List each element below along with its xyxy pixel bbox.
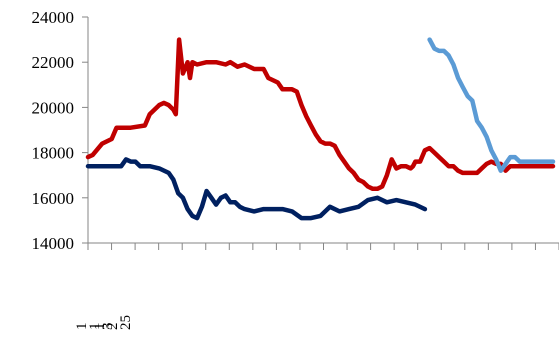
y-tick-label: 24000 <box>32 8 75 27</box>
series-lines <box>85 37 556 221</box>
series-line-1 <box>85 37 556 192</box>
x-category-label-line: 1 <box>92 323 108 331</box>
x-axis <box>87 242 559 250</box>
y-tick-label: 18000 <box>32 144 75 163</box>
x-category-label: 113 <box>74 323 116 331</box>
x-category-label-line: 1 <box>74 323 90 331</box>
x-category-label-line: 25 <box>118 315 134 330</box>
y-tick-label: 20000 <box>32 98 75 117</box>
y-tick-label: 22000 <box>32 53 75 72</box>
series-line-2 <box>85 157 428 221</box>
y-axis: 14000 16000 18000 20000 22000 24000 <box>32 8 89 253</box>
y-tick-label: 16000 <box>32 189 75 208</box>
y-tick-label: 14000 <box>32 234 75 253</box>
x-category-label-line: 1 <box>87 323 103 331</box>
series-line-3 <box>427 37 556 173</box>
x-category-label-line: 3 <box>100 323 116 331</box>
x-category-label-line: 2 <box>105 323 121 331</box>
